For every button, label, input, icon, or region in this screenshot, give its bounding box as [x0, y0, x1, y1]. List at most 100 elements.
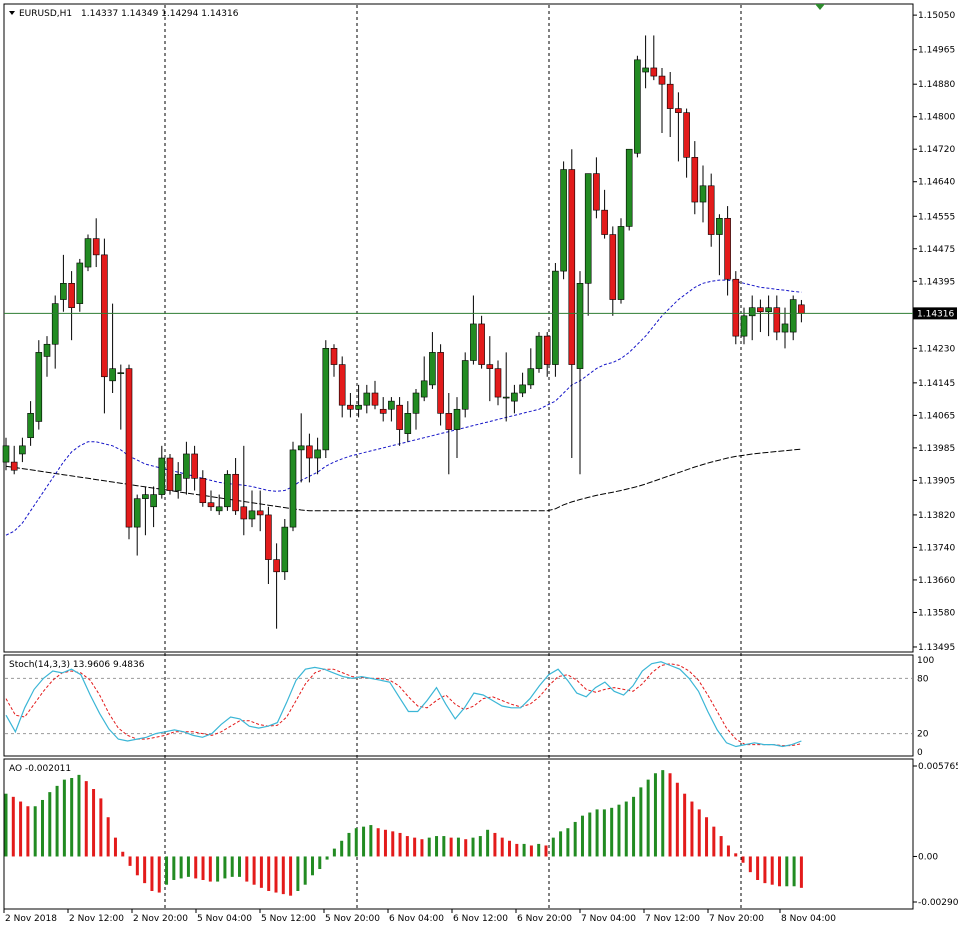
bull-candle-body — [150, 494, 157, 508]
price-pane[interactable] — [3, 3, 914, 653]
price-tick-label: 1.14640 — [918, 178, 955, 188]
bull-candle-body — [404, 413, 412, 434]
time-tick-label: 2 Nov 20:00 — [133, 914, 188, 924]
bull-candle-body — [215, 506, 223, 512]
stoch-axis-label: 20 — [917, 730, 929, 740]
bear-candle-body — [273, 559, 280, 573]
bull-candle-body — [51, 303, 59, 345]
bear-candle-body — [691, 157, 699, 203]
bull-candle-body — [765, 307, 772, 313]
bear-candle-body — [68, 283, 75, 308]
bull-candle-body — [625, 148, 633, 227]
time-tick-label: 2 Nov 12:00 — [69, 914, 124, 924]
price-tick-label: 1.14880 — [918, 80, 955, 90]
slow-ma-line — [5, 448, 802, 512]
bull-candle-body — [748, 307, 756, 317]
price-tick-label: 1.14555 — [918, 212, 955, 222]
time-tick-label: 8 Nov 04:00 — [781, 914, 836, 924]
bull-candle-body — [248, 510, 256, 520]
price-tick-label: 1.14475 — [918, 245, 955, 255]
stoch-pane[interactable] — [3, 654, 914, 757]
bear-candle-body — [125, 368, 133, 528]
stoch-axis-label: 100 — [917, 656, 934, 666]
bear-candle-body — [593, 173, 600, 211]
bear-candle-body — [379, 408, 387, 414]
bear-candle-body — [732, 278, 740, 337]
bear-candle-body — [199, 478, 207, 504]
bull-candle-body — [60, 283, 67, 300]
trade-marker-icon — [815, 4, 825, 10]
bull-candle-body — [133, 498, 141, 528]
bull-candle-body — [420, 380, 428, 398]
price-tick-label: 1.13660 — [918, 576, 955, 586]
price-tick-label: 1.13985 — [918, 444, 955, 454]
bull-candle-body — [297, 445, 305, 451]
bear-candle-body — [207, 502, 215, 508]
bear-candle-body — [191, 453, 198, 479]
bull-candle-body — [158, 457, 166, 495]
bear-candle-body — [92, 238, 100, 256]
bear-candle-body — [445, 413, 453, 430]
bear-candle-body — [371, 392, 379, 406]
time-axis: 2 Nov 2018 2 Nov 12:00 2 Nov 20:00 5 Nov 04… — [3, 909, 836, 924]
bull-candle-body — [84, 238, 92, 268]
price-tick-label: 1.14230 — [918, 344, 955, 354]
stoch-header: Stoch(14,3,3) 13.9606 9.4836 — [9, 660, 145, 670]
bear-candle-body — [265, 514, 272, 560]
ao-axis-label: 0.005765 — [918, 762, 958, 772]
ao-header: AO -0.002011 — [9, 764, 71, 774]
price-tick-label: 1.13740 — [918, 543, 955, 553]
symbol-dropdown-icon[interactable] — [9, 11, 15, 15]
price-tick-label: 1.14800 — [918, 113, 955, 123]
bull-candle-body — [511, 392, 518, 402]
day-separators — [164, 5, 742, 908]
time-tick-label: 6 Nov 12:00 — [453, 914, 508, 924]
price-tick-label: 1.14395 — [918, 277, 955, 287]
bull-candle-body — [617, 226, 625, 300]
time-tick-label: 6 Nov 04:00 — [389, 914, 444, 924]
price-tick-label: 1.14145 — [918, 379, 955, 389]
bear-candle-body — [609, 234, 617, 300]
bear-candle-body — [724, 217, 731, 280]
bull-candle-body — [461, 360, 469, 410]
bull-candle-body — [560, 169, 567, 272]
bull-candle-body — [576, 283, 584, 369]
bull-candle-body — [527, 368, 535, 386]
bear-candle-body — [396, 404, 403, 430]
price-axis: 1.15050 1.14965 1.14880 1.14800 1.14720 1.146… — [913, 11, 955, 653]
bear-candle-body — [256, 510, 264, 516]
price-tick-label: 1.13580 — [918, 608, 955, 618]
bull-candle-body — [642, 67, 649, 73]
bull-candle-body — [535, 335, 543, 369]
bull-candle-body — [109, 368, 116, 382]
bear-candle-body — [338, 364, 346, 406]
bull-candle-body — [412, 392, 420, 414]
bull-candle-body — [552, 270, 559, 365]
time-tick-label: 5 Nov 20:00 — [325, 914, 380, 924]
symbol-label: EURUSD,H1 — [19, 9, 72, 19]
current-price-tag — [913, 307, 957, 320]
bear-candle-body — [330, 348, 338, 365]
bull-candle-body — [789, 299, 797, 333]
bear-candle-body — [650, 67, 658, 77]
price-tick-label: 1.15050 — [918, 11, 955, 21]
ao-pane[interactable] — [3, 758, 914, 910]
stoch-main-line — [5, 661, 802, 748]
time-tick-label: 5 Nov 04:00 — [197, 914, 252, 924]
bull-candle-body — [281, 526, 289, 573]
price-tick-label: 1.13495 — [918, 643, 955, 653]
moving-averages — [5, 279, 802, 536]
bear-candle-body — [306, 445, 313, 459]
bull-candle-body — [19, 445, 26, 455]
stoch-axis-label: 80 — [917, 674, 929, 684]
bear-candle-body — [683, 112, 690, 158]
bull-candle-body — [781, 323, 789, 333]
time-tick-label: 7 Nov 20:00 — [709, 914, 764, 924]
bear-candle-body — [675, 108, 682, 113]
price-tick-label: 1.13820 — [918, 511, 955, 521]
bear-candle-body — [232, 473, 239, 512]
bear-candle-body — [568, 169, 576, 365]
